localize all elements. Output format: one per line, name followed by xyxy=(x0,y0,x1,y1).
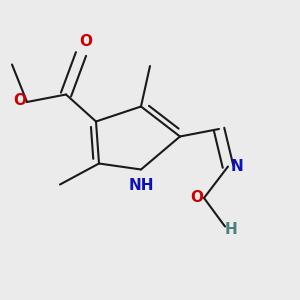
Text: O: O xyxy=(13,93,26,108)
Text: N: N xyxy=(231,159,243,174)
Text: O: O xyxy=(190,190,203,206)
Text: H: H xyxy=(225,222,237,237)
Text: O: O xyxy=(79,34,92,50)
Text: NH: NH xyxy=(128,178,154,194)
